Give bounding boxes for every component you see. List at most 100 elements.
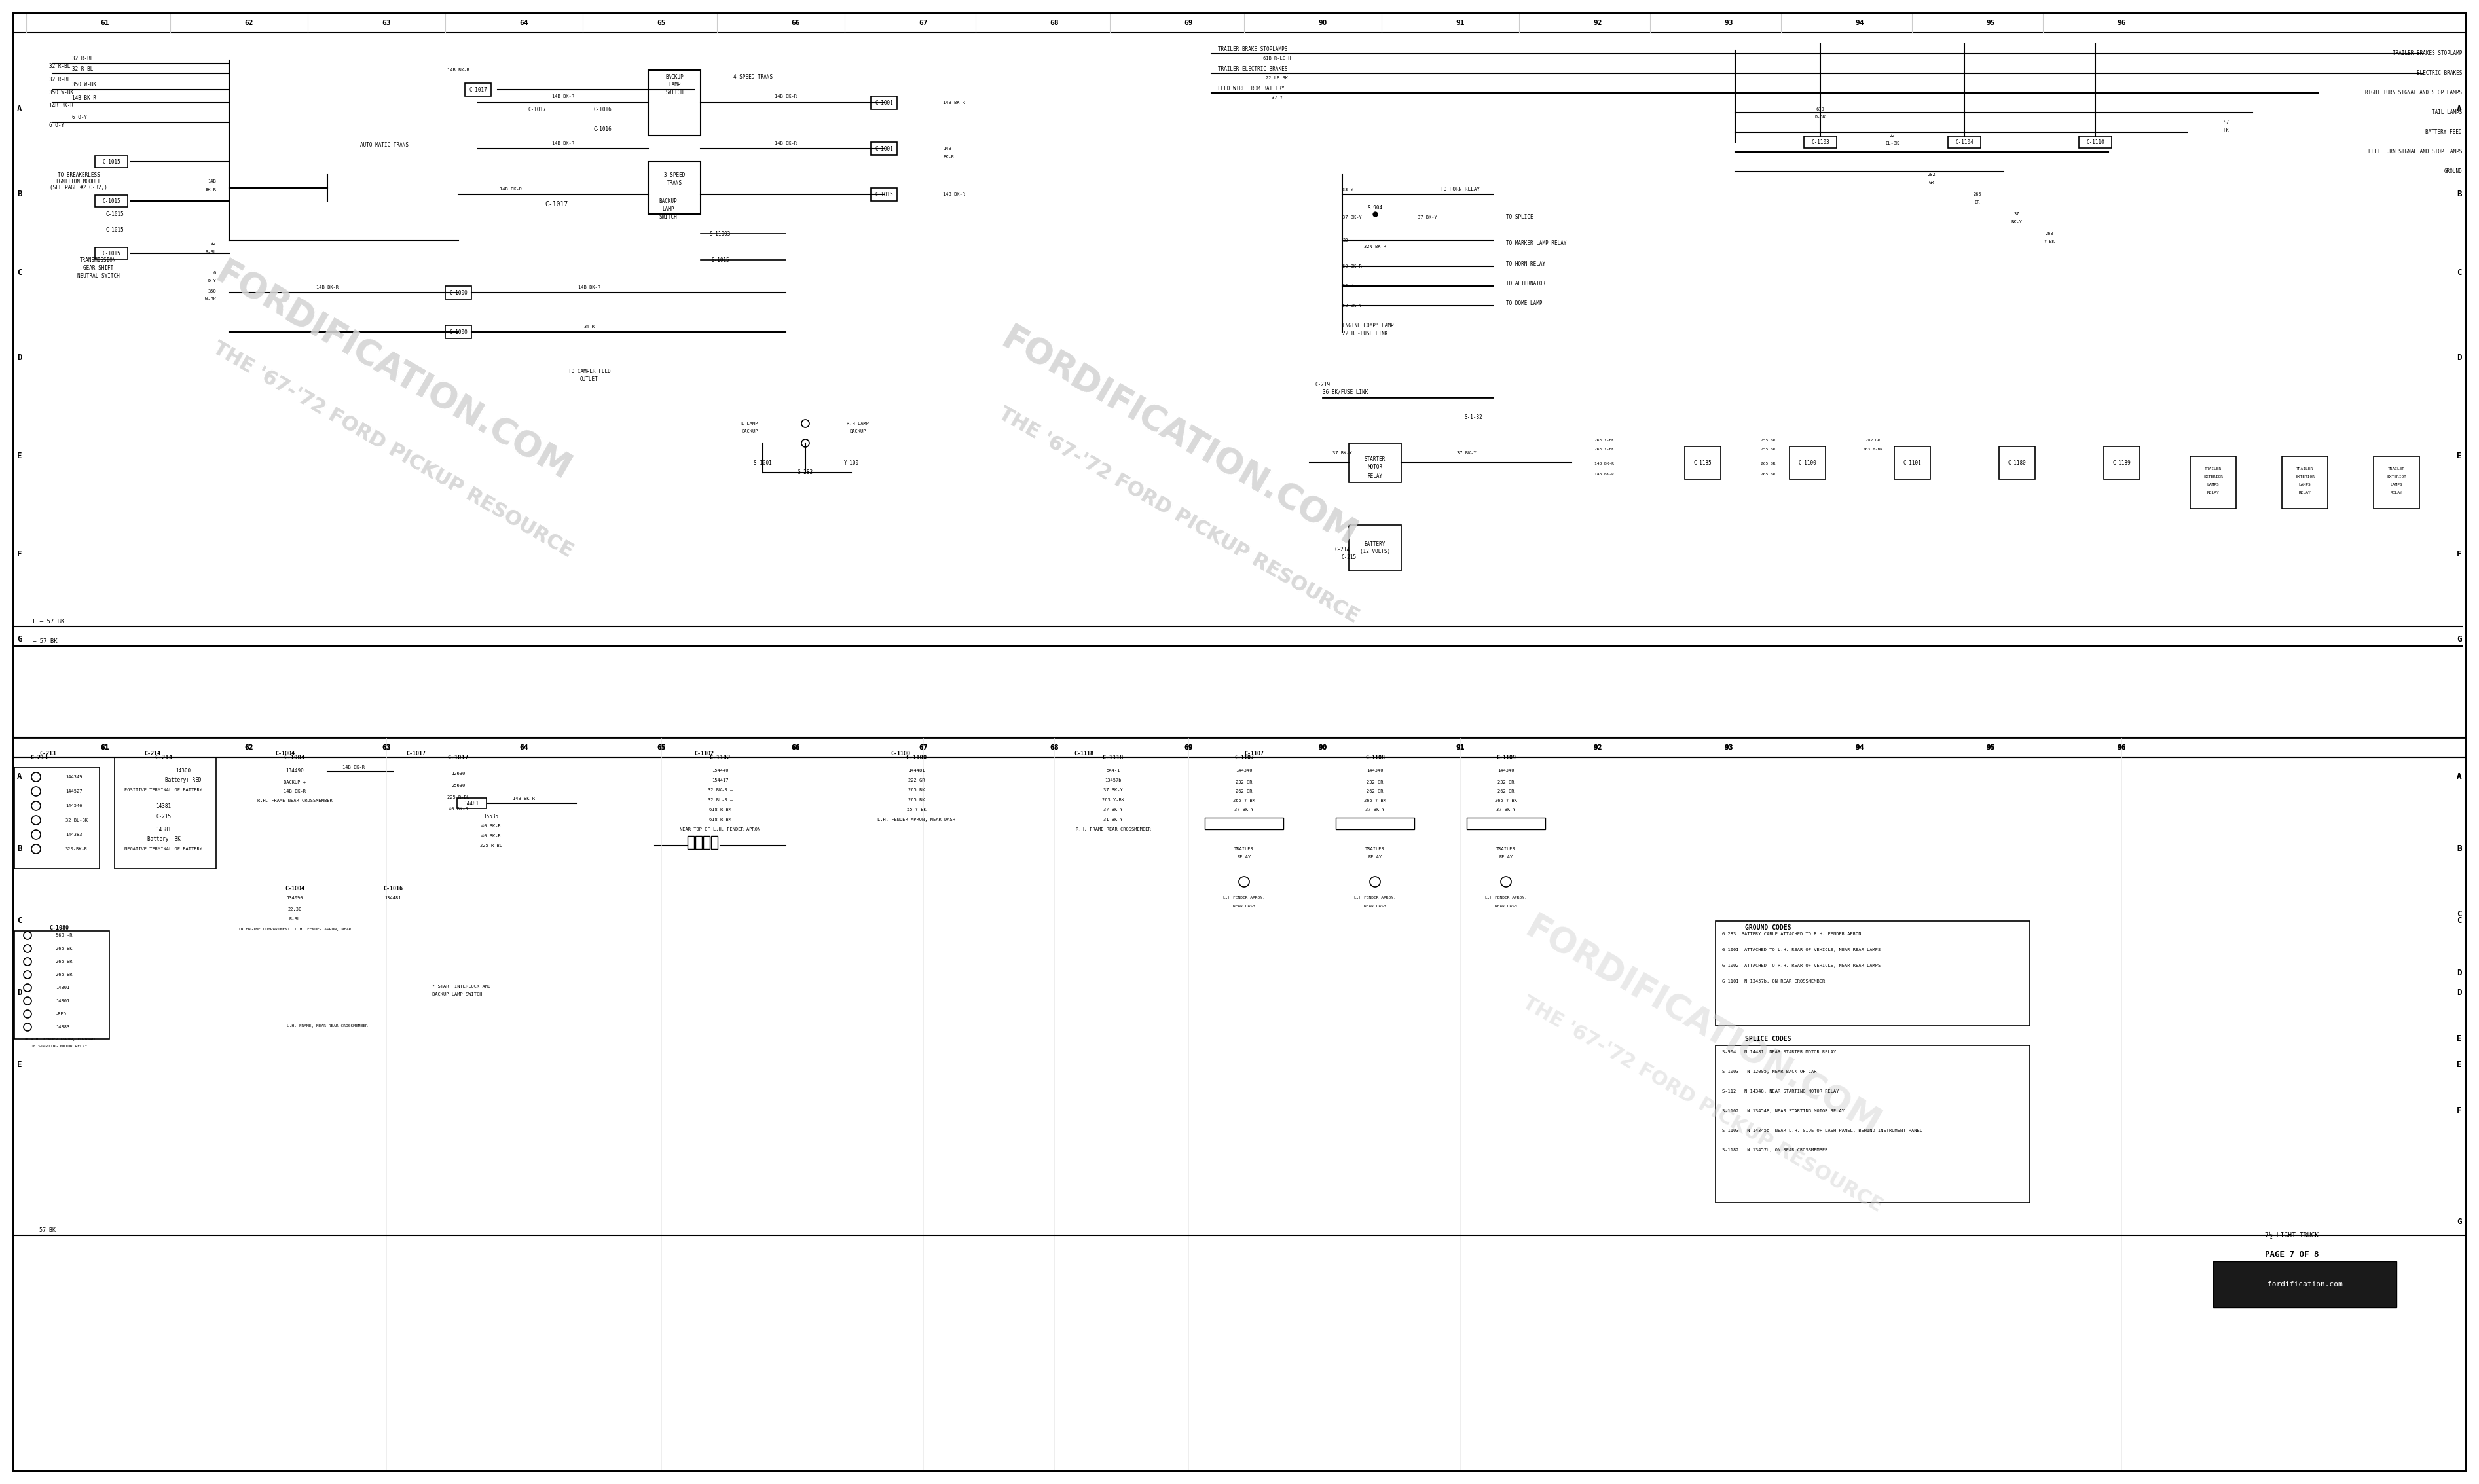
Text: 63: 63 xyxy=(382,745,392,751)
Text: C-1103: C-1103 xyxy=(1812,139,1830,145)
Text: 618 R-BK: 618 R-BK xyxy=(709,807,731,812)
Text: PAGE 7 OF 8: PAGE 7 OF 8 xyxy=(2266,1251,2318,1258)
Bar xyxy=(697,835,702,849)
Text: 67: 67 xyxy=(920,19,927,27)
Text: 37: 37 xyxy=(2013,212,2020,217)
Text: 12630: 12630 xyxy=(451,772,466,776)
Bar xyxy=(1948,137,1981,148)
Text: LAMPS: LAMPS xyxy=(2298,484,2310,487)
Text: BK-Y: BK-Y xyxy=(2010,220,2023,224)
Text: C: C xyxy=(2457,917,2462,926)
Text: F: F xyxy=(2457,551,2462,558)
Text: C-1015: C-1015 xyxy=(107,211,124,217)
Text: G: G xyxy=(2457,635,2462,644)
Text: R.H. FRAME REAR CROSSMEMBER: R.H. FRAME REAR CROSSMEMBER xyxy=(1076,828,1150,831)
Text: 265 Y-BK: 265 Y-BK xyxy=(1232,798,1254,803)
Text: 255 BR: 255 BR xyxy=(1760,448,1775,451)
Bar xyxy=(1349,444,1401,482)
Text: 37 BK-Y: 37 BK-Y xyxy=(1103,788,1123,792)
Text: C-1016: C-1016 xyxy=(592,126,612,132)
Text: R-BK: R-BK xyxy=(1815,116,1827,119)
Text: BACKUP: BACKUP xyxy=(741,429,759,433)
Text: S-1182   N 13457b, ON REAR CROSSMEMBER: S-1182 N 13457b, ON REAR CROSSMEMBER xyxy=(1723,1149,1827,1152)
Text: BACKUP +: BACKUP + xyxy=(283,781,305,784)
Text: MOTOR: MOTOR xyxy=(1368,464,1383,469)
Text: 265 BR: 265 BR xyxy=(1760,463,1775,466)
Text: C-1109: C-1109 xyxy=(1497,754,1515,760)
Text: RELAY: RELAY xyxy=(1500,855,1512,859)
Text: 154417: 154417 xyxy=(711,778,729,782)
Text: D: D xyxy=(17,988,22,997)
Text: L.H. FENDER APRON, NEAR DASH: L.H. FENDER APRON, NEAR DASH xyxy=(878,818,954,822)
Text: E: E xyxy=(2457,1061,2462,1070)
Text: C-1180: C-1180 xyxy=(2008,460,2025,466)
Text: R.H. FRAME NEAR CROSSMEMBER: R.H. FRAME NEAR CROSSMEMBER xyxy=(258,798,332,803)
Text: C-1001: C-1001 xyxy=(875,99,892,105)
Text: RELAY: RELAY xyxy=(1368,855,1381,859)
Text: THE '67-'72 FORD PICKUP RESOURCE: THE '67-'72 FORD PICKUP RESOURCE xyxy=(994,404,1361,626)
Text: BACKUP: BACKUP xyxy=(659,197,677,203)
Text: 95: 95 xyxy=(1986,745,1996,751)
Text: C-1016: C-1016 xyxy=(384,886,402,892)
Text: 40 BK-R: 40 BK-R xyxy=(449,807,469,812)
Text: 148 BK-R: 148 BK-R xyxy=(1594,463,1614,466)
Text: 96: 96 xyxy=(2117,19,2127,27)
Text: THE '67-'72 FORD PICKUP RESOURCE: THE '67-'72 FORD PICKUP RESOURCE xyxy=(994,404,1361,626)
Text: 32N BK-R: 32N BK-R xyxy=(1363,245,1386,249)
Text: TRAILER: TRAILER xyxy=(1366,847,1386,850)
Bar xyxy=(711,835,716,849)
Text: EXTERIOR: EXTERIOR xyxy=(2204,475,2224,479)
Text: RIGHT TURN SIGNAL AND STOP LAMPS: RIGHT TURN SIGNAL AND STOP LAMPS xyxy=(2365,91,2462,96)
Bar xyxy=(1894,447,1931,479)
Text: 14B BK-R: 14B BK-R xyxy=(578,285,600,289)
Text: TO HORN RELAY: TO HORN RELAY xyxy=(1440,187,1480,193)
Text: 14B: 14B xyxy=(942,147,952,150)
Text: 134481: 134481 xyxy=(384,896,402,901)
Text: Battery+ BK: Battery+ BK xyxy=(146,837,181,841)
Text: C-1101: C-1101 xyxy=(1904,460,1921,466)
Text: B: B xyxy=(2457,844,2462,853)
Text: 37 BK-Y: 37 BK-Y xyxy=(1235,807,1254,812)
Text: 55 Y-BK: 55 Y-BK xyxy=(907,807,927,812)
Text: BACKUP LAMP SWITCH: BACKUP LAMP SWITCH xyxy=(431,993,483,996)
Text: FEED WIRE FROM BATTERY: FEED WIRE FROM BATTERY xyxy=(1217,86,1284,92)
Text: 232 GR: 232 GR xyxy=(1235,781,1252,784)
Text: 37 BK-Y: 37 BK-Y xyxy=(1418,215,1438,220)
Text: 144481: 144481 xyxy=(907,769,925,773)
Text: 62: 62 xyxy=(245,745,253,751)
Text: 90: 90 xyxy=(1319,745,1326,751)
Text: S-1015: S-1015 xyxy=(711,257,729,263)
Text: G 283: G 283 xyxy=(798,469,813,475)
Bar xyxy=(2105,447,2139,479)
Text: STARTER: STARTER xyxy=(1363,456,1386,462)
Text: 65: 65 xyxy=(657,745,667,751)
Text: G 283  BATTERY CABLE ATTACHED TO R.H. FENDER APRON: G 283 BATTERY CABLE ATTACHED TO R.H. FEN… xyxy=(1723,932,1862,936)
Text: 95: 95 xyxy=(1986,19,1996,27)
Text: 263 Y-BK: 263 Y-BK xyxy=(1862,448,1882,451)
Text: IGNITION MODULE: IGNITION MODULE xyxy=(57,178,102,184)
Text: -RED: -RED xyxy=(55,1012,67,1017)
Text: TRAILER BRAKES STOPLAMP: TRAILER BRAKES STOPLAMP xyxy=(2392,50,2462,56)
Bar xyxy=(2214,1261,2397,1307)
Text: W-BK: W-BK xyxy=(206,297,216,301)
Text: S-1103   N 14345b, NEAR L.H. SIDE OF DASH PANEL, BEHIND INSTRUMENT PANEL: S-1103 N 14345b, NEAR L.H. SIDE OF DASH … xyxy=(1723,1128,1921,1132)
Text: (SEE PAGE #2 C-32,): (SEE PAGE #2 C-32,) xyxy=(50,186,107,191)
Text: TRAILER: TRAILER xyxy=(2387,467,2405,470)
Text: 22 BL-FUSE LINK: 22 BL-FUSE LINK xyxy=(1341,331,1388,337)
Text: 62: 62 xyxy=(245,19,253,27)
Text: 255 BR: 255 BR xyxy=(1760,438,1775,442)
Text: 14B BK-R: 14B BK-R xyxy=(501,187,523,191)
Text: LAMPS: LAMPS xyxy=(2390,484,2402,487)
Text: THE '67-'72 FORD PICKUP RESOURCE: THE '67-'72 FORD PICKUP RESOURCE xyxy=(211,338,575,561)
Text: 14383: 14383 xyxy=(55,1025,69,1028)
Text: E: E xyxy=(17,453,22,460)
Text: EXTERIOR: EXTERIOR xyxy=(2387,475,2407,479)
Text: Y-BK: Y-BK xyxy=(2043,239,2055,243)
Text: 265 BR: 265 BR xyxy=(55,960,72,963)
Text: L.H. FRAME, NEAR REAR CROSSMEMBER: L.H. FRAME, NEAR REAR CROSSMEMBER xyxy=(288,1024,367,1027)
Text: C-214: C-214 xyxy=(154,754,174,760)
Text: S-904: S-904 xyxy=(1368,205,1383,211)
Bar xyxy=(704,835,709,849)
Text: L LAMP: L LAMP xyxy=(741,421,759,426)
Text: C: C xyxy=(2457,910,2462,919)
